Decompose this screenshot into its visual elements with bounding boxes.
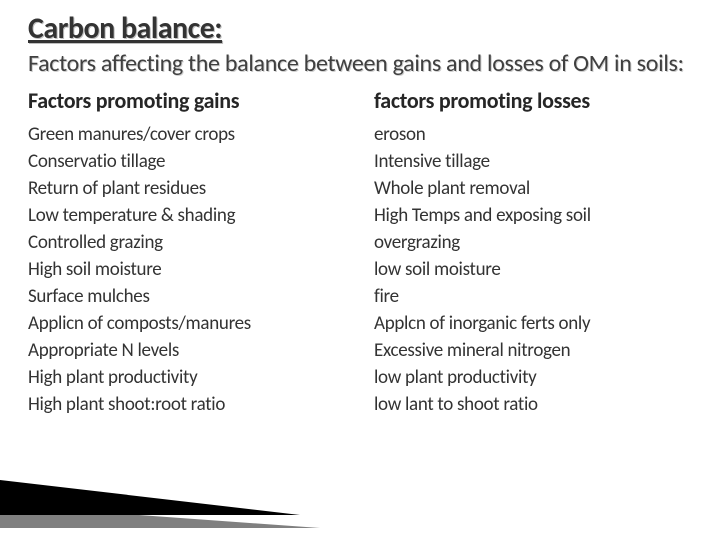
- list-item: Excessive mineral nitrogen: [374, 338, 692, 365]
- list-item: High plant shoot:root ratio: [28, 392, 346, 419]
- list-item: low lant to shoot ratio: [374, 392, 692, 419]
- list-item: High soil moisture: [28, 257, 346, 284]
- list-item: overgrazing: [374, 230, 692, 257]
- gains-header: Factors promoting gains: [28, 87, 346, 114]
- wedge-dark: [0, 480, 300, 515]
- list-item: low plant productivity: [374, 365, 692, 392]
- list-item: Return of plant residues: [28, 176, 346, 203]
- list-item: Whole plant removal: [374, 176, 692, 203]
- losses-header: factors promoting losses: [374, 87, 692, 114]
- list-item: Intensive tillage: [374, 149, 692, 176]
- list-item: Applicn of composts/manures: [28, 311, 346, 338]
- gains-column: Factors promoting gains Green manures/co…: [28, 87, 346, 419]
- slide-subtitle: Factors affecting the balance between ga…: [28, 49, 692, 79]
- slide-title: Carbon balance:: [28, 10, 692, 47]
- list-item: Low temperature & shading: [28, 203, 346, 230]
- list-item: Conservatio tillage: [28, 149, 346, 176]
- losses-column: factors promoting losses eroson Intensiv…: [374, 87, 692, 419]
- list-item: low soil moisture: [374, 257, 692, 284]
- wedge-light: [0, 505, 320, 528]
- list-item: Surface mulches: [28, 284, 346, 311]
- list-item: High plant productivity: [28, 365, 346, 392]
- slide-content: Carbon balance: Factors affecting the ba…: [0, 0, 720, 419]
- list-item: Green manures/cover crops: [28, 122, 346, 149]
- list-item: Applcn of inorganic ferts only: [374, 311, 692, 338]
- decorative-wedge-icon: [0, 480, 320, 540]
- list-item: eroson: [374, 122, 692, 149]
- list-item: fire: [374, 284, 692, 311]
- list-item: High Temps and exposing soil: [374, 203, 692, 230]
- columns-container: Factors promoting gains Green manures/co…: [28, 87, 692, 419]
- list-item: Appropriate N levels: [28, 338, 346, 365]
- list-item: Controlled grazing: [28, 230, 346, 257]
